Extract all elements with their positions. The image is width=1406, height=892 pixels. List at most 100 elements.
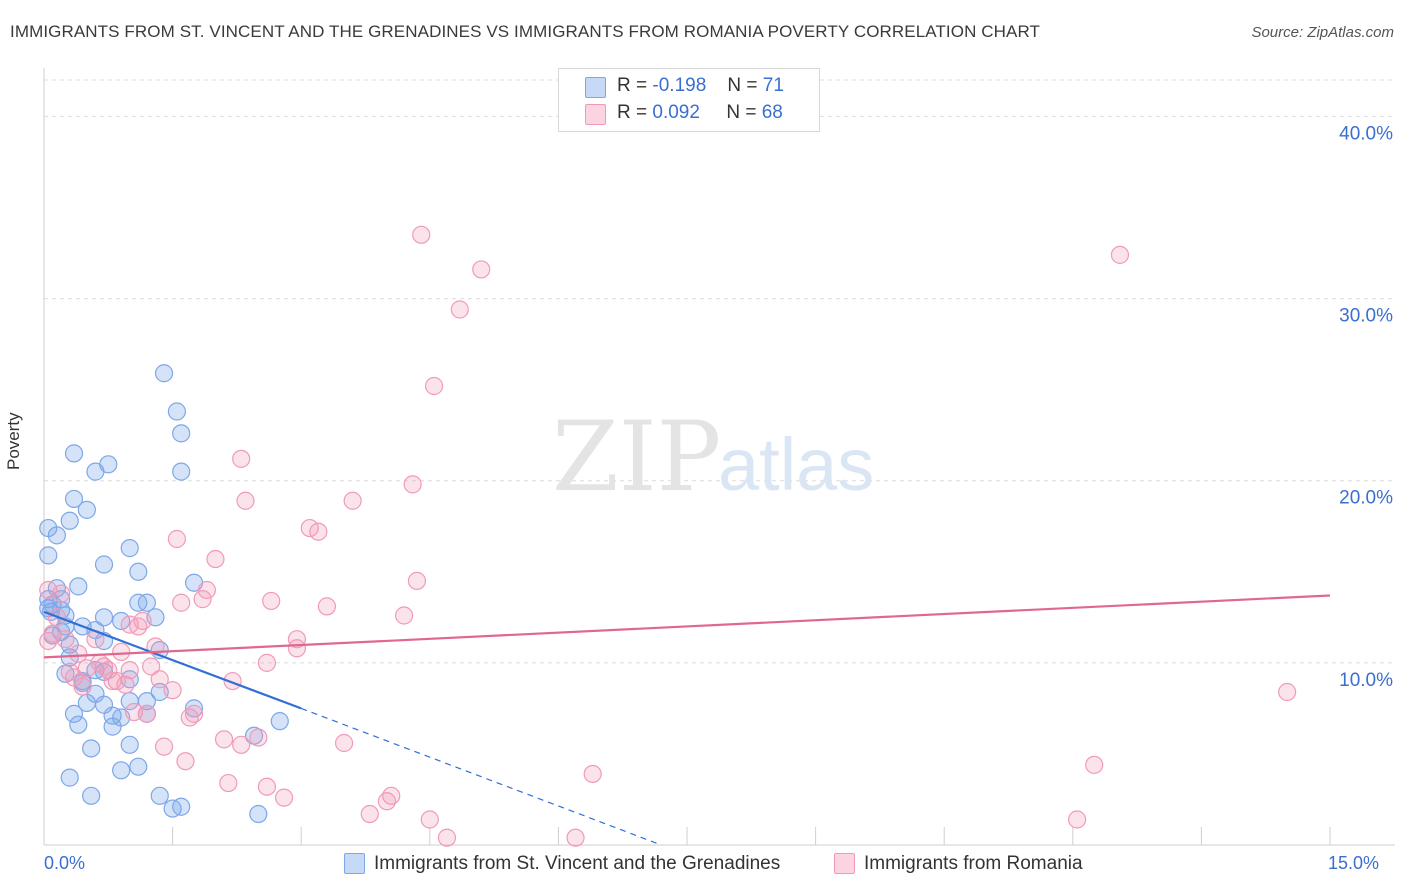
point-st-vincent: [60, 768, 79, 787]
point-st-vincent: [69, 577, 88, 596]
point-st-vincent: [47, 526, 66, 545]
point-st-vincent: [129, 562, 148, 581]
point-romania: [69, 644, 88, 663]
point-romania: [56, 630, 75, 649]
legend-r-label-2: R =: [617, 102, 648, 123]
trend-lines: [43, 594, 1331, 846]
point-st-vincent: [112, 761, 131, 780]
point-st-vincent: [39, 546, 58, 565]
point-romania: [287, 630, 307, 649]
point-romania: [146, 637, 165, 656]
point-romania: [120, 661, 139, 680]
legend-swatch-blue: [585, 77, 606, 98]
point-romania: [249, 728, 268, 747]
legend-r-label-1: R =: [617, 75, 648, 96]
trend-line-romania: [43, 594, 1331, 659]
point-st-vincent: [82, 739, 101, 758]
legend-swatch-pink: [585, 104, 606, 125]
point-romania: [163, 681, 182, 700]
bottom-legend-label-1: Immigrants from St. Vincent and the Gren…: [374, 853, 781, 874]
point-romania: [150, 670, 169, 689]
point-romania: [206, 549, 225, 569]
point-romania: [360, 804, 379, 824]
y-tick-label: 20.0%: [1339, 488, 1393, 509]
point-st-vincent: [99, 455, 118, 474]
trend-line-st-vincent-extension: [300, 707, 662, 846]
trend-line-st-vincent: [43, 610, 302, 710]
watermark-zip: ZIP: [552, 401, 721, 513]
point-romania: [343, 491, 362, 510]
bottom-legend-label-2: Immigrants from Romania: [864, 853, 1083, 874]
point-romania: [133, 611, 152, 631]
point-romania: [193, 590, 212, 609]
point-romania: [424, 376, 444, 396]
point-st-vincent: [249, 804, 268, 824]
point-romania: [167, 529, 186, 549]
axes: [43, 68, 1395, 846]
legend-n-value-1: 71: [762, 75, 784, 96]
point-st-vincent: [154, 364, 174, 383]
grid-lines: [44, 79, 1395, 664]
point-romania: [403, 475, 422, 494]
data-points: [39, 225, 1297, 847]
point-st-vincent: [82, 786, 101, 805]
point-romania: [472, 260, 491, 279]
point-romania: [214, 730, 234, 749]
point-romania: [566, 828, 585, 847]
point-romania: [1067, 810, 1087, 829]
y-axis-title: Poverty: [4, 412, 23, 470]
legend-n-label-1: N =: [727, 75, 758, 96]
y-tick-labels: 10.0% 20.0% 30.0% 40.0%: [1339, 123, 1393, 690]
bottom-legend-swatch-blue: [344, 853, 365, 874]
legend-r-value-1: -0.198: [652, 75, 707, 96]
watermark-atlas: atlas: [718, 423, 874, 506]
y-tick-label: 40.0%: [1339, 123, 1393, 144]
point-romania: [309, 522, 328, 541]
point-romania: [232, 735, 251, 754]
point-st-vincent: [60, 511, 79, 530]
chart-title: IMMIGRANTS FROM ST. VINCENT AND THE GREN…: [10, 22, 1041, 41]
point-st-vincent: [184, 699, 204, 718]
point-st-vincent: [94, 608, 114, 627]
point-st-vincent: [137, 593, 156, 612]
point-romania: [172, 593, 191, 612]
y-tick-label: 30.0%: [1339, 306, 1393, 327]
point-romania: [116, 675, 135, 694]
point-romania: [176, 752, 195, 771]
point-st-vincent: [94, 555, 114, 574]
point-st-vincent: [129, 757, 148, 776]
point-romania: [1278, 682, 1297, 702]
point-st-vincent: [172, 424, 191, 443]
point-romania: [412, 225, 431, 244]
point-st-vincent: [64, 444, 84, 463]
point-romania: [236, 491, 255, 510]
point-romania: [317, 597, 337, 616]
x-tick-max: 15.0%: [1328, 853, 1380, 873]
point-st-vincent: [120, 539, 139, 558]
legend-r-value-2: 0.092: [652, 102, 700, 123]
point-romania: [197, 580, 216, 600]
point-romania: [450, 300, 469, 319]
point-romania: [1085, 755, 1104, 774]
legend-n-label-2: N =: [726, 102, 757, 123]
point-romania: [257, 653, 277, 672]
point-st-vincent: [77, 500, 96, 519]
x-tick-min: 0.0%: [44, 853, 86, 873]
point-romania: [287, 639, 307, 658]
point-romania: [583, 764, 602, 784]
point-romania: [274, 788, 294, 807]
point-romania: [142, 657, 161, 676]
point-romania: [184, 704, 204, 723]
point-romania: [437, 828, 457, 847]
point-st-vincent: [172, 462, 191, 481]
point-st-vincent: [150, 786, 169, 805]
point-st-vincent: [120, 735, 139, 754]
point-st-vincent: [69, 715, 88, 734]
point-romania: [137, 704, 156, 723]
point-romania: [420, 810, 439, 829]
correlation-legend: R = -0.198 N = 71 R = 0.092 N = 68: [558, 68, 820, 132]
point-romania: [407, 571, 427, 590]
point-st-vincent: [270, 712, 289, 731]
chart-source: Source: ZipAtlas.com: [1251, 24, 1394, 41]
